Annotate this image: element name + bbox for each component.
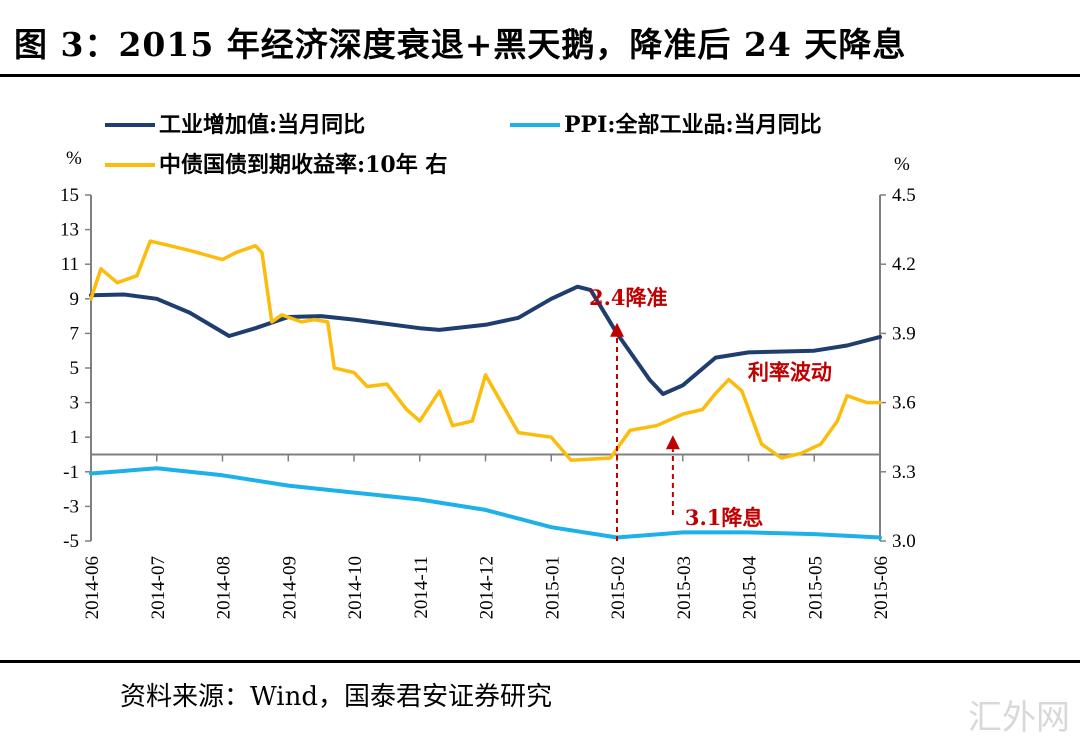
source-note: 资料来源：Wind，国泰君安证券研究 [120, 682, 552, 712]
chart-title: 图 3：2015 年经济深度衰退+黑天鹅，降准后 24 天降息 [14, 25, 907, 64]
x-tick-label: 2015-06 [871, 556, 892, 619]
legend-label-1: PPI:全部工业品:当月同比 [564, 112, 822, 138]
right-tick-label: 4.5 [892, 185, 916, 206]
x-tick-label: 2014-10 [345, 556, 366, 619]
left-tick-label: -5 [63, 531, 79, 552]
title-rule [0, 74, 1080, 77]
x-tick-label: 2015-03 [674, 556, 695, 619]
series-line-0 [89, 284, 882, 396]
x-tick-label: 2014-11 [411, 556, 432, 619]
left-tick-label: 15 [60, 185, 79, 206]
annotation-arrow-head-0 [610, 322, 624, 337]
x-tick-label: 2014-09 [279, 556, 300, 619]
x-tick-label: 2015-05 [805, 556, 826, 619]
right-tick-label: 3.9 [892, 323, 916, 344]
left-unit-label: % [66, 148, 82, 169]
x-tick-label: 2014-12 [477, 556, 498, 619]
left-tick-label: 13 [60, 220, 79, 241]
series-line-1 [89, 466, 882, 540]
left-tick-label: -3 [63, 496, 79, 517]
right-tick-label: 3.0 [892, 531, 916, 552]
x-tick-label: 2015-01 [542, 556, 563, 619]
left-tick-label: 5 [70, 358, 80, 379]
source-rule [0, 660, 1080, 663]
x-tick-label: 2015-04 [740, 556, 761, 620]
left-tick-label: 7 [70, 323, 80, 344]
series-line-2 [89, 239, 882, 463]
x-tick-label: 2014-08 [214, 556, 235, 619]
left-tick-label: 11 [61, 254, 79, 275]
annotation-rate-volatility: 利率波动 [748, 359, 832, 384]
x-tick-label: 2014-07 [148, 556, 169, 619]
right-unit-label: % [894, 154, 910, 175]
annotation-rrr-cut: 2.4降准 [589, 285, 668, 310]
right-tick-label: 3.3 [892, 462, 916, 483]
x-tick-label: 2015-02 [608, 556, 629, 619]
x-tick-label: 2014-06 [82, 556, 103, 619]
right-tick-label: 4.2 [892, 254, 916, 275]
left-tick-label: 9 [70, 289, 80, 310]
watermark-logo: 汇外网 [968, 698, 1070, 738]
right-tick-label: 3.6 [892, 393, 916, 414]
left-tick-label: -1 [63, 462, 79, 483]
legend-label-2: 中债国债到期收益率:10年 右 [159, 152, 447, 178]
legend-label-0: 工业增加值:当月同比 [159, 112, 365, 138]
annotation-rate-cut: 3.1降息 [685, 505, 764, 530]
left-tick-label: 1 [70, 427, 80, 448]
annotation-arrow-head-1 [665, 435, 680, 450]
left-tick-label: 3 [70, 393, 80, 414]
